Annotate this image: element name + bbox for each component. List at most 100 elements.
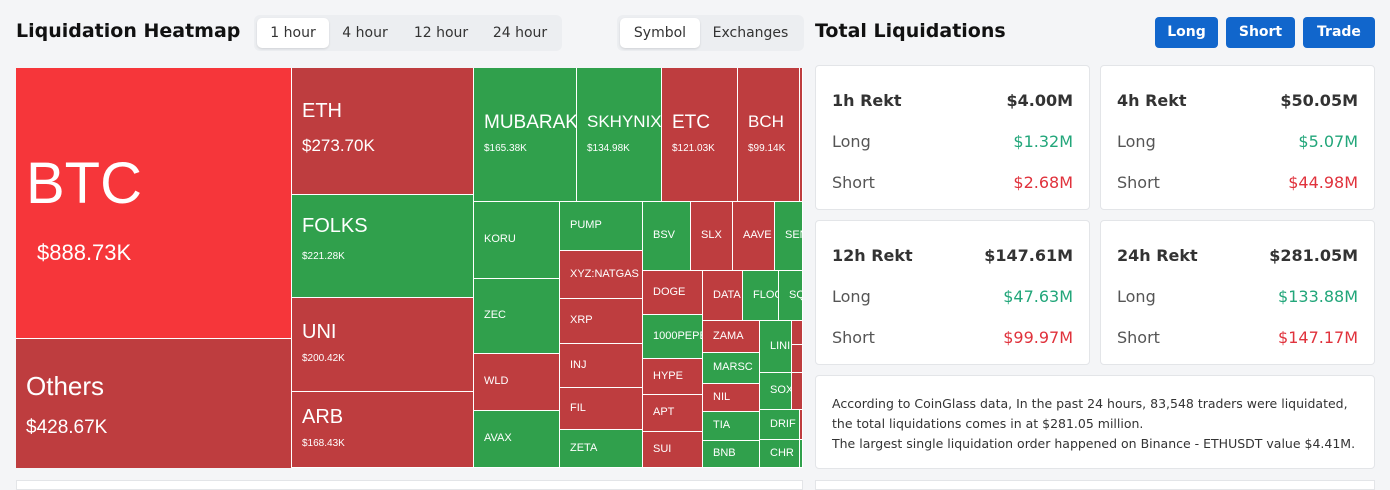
- heatmap-cell-pump[interactable]: PUMP: [560, 202, 643, 251]
- heatmap-cell-data[interactable]: DATA: [703, 271, 743, 321]
- heatmap-cell-aave[interactable]: AAVE: [733, 202, 775, 271]
- short-label: Short: [1117, 328, 1160, 347]
- cell-value: $221.28K: [302, 250, 345, 262]
- heatmap-cell-1000pepe[interactable]: 1000PEPE: [643, 315, 703, 359]
- heatmap-cell-btc[interactable]: BTC $888.73K: [16, 68, 292, 339]
- tab-12-hour[interactable]: 12 hour: [413, 25, 469, 41]
- trade-button[interactable]: Trade: [1303, 17, 1375, 48]
- card-total: $4.00M: [1006, 91, 1073, 110]
- heatmap-cell-others[interactable]: Others $428.67K: [16, 339, 292, 468]
- heatmap-cell-bch[interactable]: BCH $99.14K: [738, 68, 800, 202]
- cell-symbol: MUBARAK: [484, 112, 577, 133]
- long-label: Long: [832, 132, 871, 151]
- heatmap-cell-bsv[interactable]: BSV: [643, 202, 691, 271]
- heatmap-cell-sen[interactable]: SEN: [775, 202, 803, 271]
- heatmap-cell-zama[interactable]: ZAMA: [703, 321, 760, 353]
- tab-exchanges[interactable]: Exchanges: [712, 25, 789, 41]
- cell-value: $428.67K: [26, 417, 108, 438]
- long-value: $1.32M: [1013, 132, 1073, 151]
- cell-value: $134.98K: [587, 143, 630, 154]
- heatmap-cell-unlabeled[interactable]: [800, 410, 803, 440]
- short-value: $44.98M: [1288, 173, 1358, 192]
- cell-symbol: XYZ:NATGAS: [570, 267, 639, 280]
- heatmap-cell-sui[interactable]: SUI: [643, 432, 703, 468]
- heatmap-cell-avax[interactable]: AVAX: [474, 411, 560, 468]
- heatmap-cell-eth[interactable]: ETH $273.70K: [292, 68, 474, 195]
- heatmap-cell-wld[interactable]: WLD: [474, 354, 560, 411]
- cell-symbol: SLX: [701, 229, 722, 241]
- short-value: $2.68M: [1013, 173, 1073, 192]
- heatmap-cell-unlabeled[interactable]: [792, 321, 803, 345]
- cell-symbol: SOX: [770, 384, 792, 396]
- group-by-tabs: Symbol Exchanges: [617, 15, 804, 51]
- long-value: $5.07M: [1298, 132, 1358, 151]
- heatmap-cell-fil[interactable]: FIL: [560, 388, 643, 430]
- heatmap-cell-lini[interactable]: LINI: [760, 321, 792, 373]
- short-button[interactable]: Short: [1226, 17, 1295, 48]
- cell-symbol: UNI: [302, 321, 337, 343]
- cell-symbol: MARSC: [713, 361, 753, 373]
- short-value: $147.17M: [1278, 328, 1358, 347]
- heatmap-cell-marsc[interactable]: MARSC: [703, 353, 760, 384]
- heatmap-cell-sq[interactable]: SQ: [779, 271, 803, 321]
- heatmap-cell-tia[interactable]: TIA: [703, 412, 760, 441]
- heatmap-cell-hype[interactable]: HYPE: [643, 359, 703, 395]
- heatmap-cell-xyz-natgas[interactable]: XYZ:NATGAS: [560, 251, 643, 299]
- tab-1-hour[interactable]: 1 hour: [257, 18, 329, 48]
- short-value: $99.97M: [1003, 328, 1073, 347]
- cell-symbol: ETH: [302, 99, 342, 122]
- heatmap-cell-folks[interactable]: FOLKS $221.28K: [292, 195, 474, 298]
- heatmap-cell-floc[interactable]: FLOC: [743, 271, 779, 321]
- long-label: Long: [832, 287, 871, 306]
- cell-symbol: FLOC: [753, 288, 778, 301]
- cell-symbol: ARB: [302, 406, 344, 428]
- heatmap-cell-uni[interactable]: UNI $200.42K: [292, 298, 474, 392]
- heatmap-cell-bnb[interactable]: BNB: [703, 441, 760, 468]
- cell-symbol: TIA: [713, 419, 731, 431]
- heatmap-cell-unlabeled[interactable]: [792, 345, 803, 373]
- long-button[interactable]: Long: [1155, 17, 1218, 48]
- heatmap-cell-doge[interactable]: DOGE: [643, 271, 703, 315]
- heatmap-cell-inj[interactable]: INJ: [560, 344, 643, 388]
- cell-value: $121.03K: [672, 143, 715, 154]
- cell-symbol: INJ: [570, 358, 587, 371]
- tab-4-hour[interactable]: 4 hour: [342, 25, 388, 41]
- heatmap-cell-drif[interactable]: DRIF: [760, 410, 800, 440]
- heatmap-cell-skhynix[interactable]: SKHYNIX $134.98K: [577, 68, 662, 202]
- long-value: $133.88M: [1278, 287, 1358, 306]
- heatmap-cell-zeta[interactable]: ZETA: [560, 430, 643, 468]
- heatmap-cell-mubarak[interactable]: MUBARAK $165.38K: [474, 68, 577, 202]
- cell-symbol: BTC: [26, 151, 142, 216]
- heatmap-cell-unlabeled[interactable]: [800, 68, 803, 202]
- heatmap-cell-nil[interactable]: NIL: [703, 384, 760, 412]
- cell-symbol: FOLKS: [302, 214, 368, 237]
- heatmap-cell-xrp[interactable]: XRP: [560, 299, 643, 344]
- cell-symbol: BCH: [748, 112, 784, 131]
- cell-symbol: HYPE: [653, 369, 683, 382]
- long-label: Long: [1117, 287, 1156, 306]
- cell-symbol: SUI: [653, 442, 672, 455]
- cell-value: $168.43K: [302, 438, 345, 449]
- tab-symbol[interactable]: Symbol: [620, 18, 700, 48]
- cell-symbol: Others: [26, 371, 105, 401]
- heatmap-cell-koru[interactable]: KORU: [474, 202, 560, 279]
- heatmap-cell-arb[interactable]: ARB $168.43K: [292, 392, 474, 468]
- cell-symbol: XRP: [570, 314, 593, 326]
- tab-24-hour[interactable]: 24 hour: [492, 25, 548, 41]
- heatmap-cell-apt[interactable]: APT: [643, 395, 703, 432]
- heatmap-cell-sox[interactable]: SOX: [760, 373, 792, 410]
- cell-symbol: DATA: [713, 288, 741, 301]
- heatmap-cell-unlabeled[interactable]: [792, 373, 803, 410]
- heatmap-cell-unlabeled[interactable]: [800, 440, 803, 468]
- heatmap-cell-etc[interactable]: ETC $121.03K: [662, 68, 738, 202]
- cell-value: $165.38K: [484, 143, 527, 154]
- cell-value: $888.73K: [37, 240, 132, 265]
- heatmap-cell-chr[interactable]: CHR: [760, 440, 800, 468]
- short-label: Short: [832, 173, 875, 192]
- long-value: $47.63M: [1003, 287, 1073, 306]
- heatmap-cell-slx[interactable]: SLX: [691, 202, 733, 271]
- total-liquidations-title: Total Liquidations: [815, 20, 1006, 42]
- cell-symbol: ZAMA: [713, 329, 744, 342]
- heatmap-cell-zec[interactable]: ZEC: [474, 279, 560, 354]
- card-total: $50.05M: [1280, 91, 1358, 110]
